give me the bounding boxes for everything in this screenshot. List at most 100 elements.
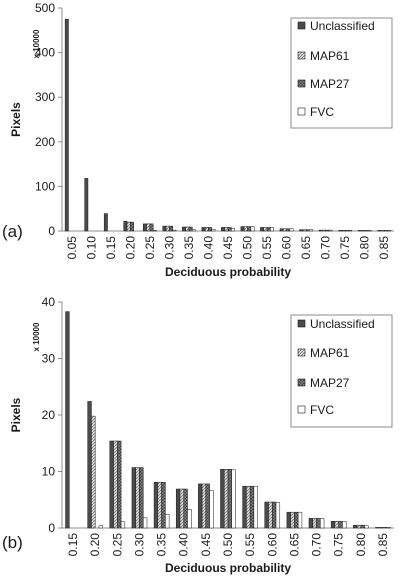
panel-label: (b) [2,533,23,552]
legend-box [290,17,393,129]
x-tick-label: 0.70 [310,533,324,557]
panel-label: (a) [2,222,23,241]
y-tick-label: 100 [35,179,55,193]
bar-map61 [113,440,118,529]
x-tick-label: 0.35 [182,236,196,260]
bar-map61 [204,227,209,232]
bar-map61 [378,527,384,529]
bar-map27 [272,501,277,529]
y-tick-label: 200 [35,135,55,149]
bar-unclassified [260,227,264,232]
bar-fvc [275,502,281,529]
bar-fvc [297,511,303,529]
bar-map27 [188,226,193,232]
y-tick-label: 0 [48,521,55,535]
bar-fvc [192,229,196,232]
bar-map27 [266,227,271,232]
legend-label-unclassified: Unclassified [310,19,375,33]
bar-fvc [386,527,391,529]
x-tick-label: 0.20 [88,533,102,557]
x-tick-label: 0.60 [265,533,279,557]
bar-unclassified [109,440,114,529]
y-tick-label: 400 [35,46,55,60]
bar-unclassified [330,520,336,529]
bar-map27 [305,229,310,232]
bar-unclassified [242,485,247,529]
bar-fvc [364,525,369,529]
bar-map61 [334,520,339,529]
bar-fvc [172,229,177,232]
bar-map61 [341,230,346,232]
bar-map61 [185,226,190,232]
bar-fvc [250,226,255,232]
bar-map27 [227,227,232,232]
x-tick-label: 0.15 [104,236,118,260]
y-tick-label: 0 [48,224,55,238]
x-tick-label: 0.25 [143,236,157,260]
x-tick-label: 0.55 [260,236,274,260]
legend-swatch-map61 [297,348,306,357]
bar-map61 [243,226,248,232]
bar-unclassified [338,230,343,232]
x-tick-label: 0.50 [221,533,235,557]
bar-map27 [316,518,321,529]
bar-unclassified [65,311,70,529]
legend: Unclassified MAP61 MAP27 FVC [290,314,393,428]
bar-map27 [364,230,369,232]
y-tick-label: 20 [42,408,56,422]
y-unit-label: x 10000 [32,29,41,58]
legend-swatch-map27 [297,378,306,387]
x-tick-label: 0.45 [221,236,235,260]
y-tick-label: 10 [42,465,56,479]
bar-fvc [348,230,353,232]
legend-label-map27: MAP27 [310,77,350,91]
bar-unclassified [131,467,136,529]
bar-unclassified [264,501,269,529]
x-axis-title: Deciduous probability [165,265,291,279]
legend-label-unclassified: Unclassified [310,317,375,331]
bar-map27 [130,221,134,232]
bar-map61 [283,228,287,232]
bar-unclassified [103,213,108,232]
bar-fvc [309,229,314,232]
x-tick-label: 0.15 [66,533,80,557]
x-tick-label: 0.45 [199,533,213,557]
bar-map61 [312,518,317,529]
x-tick-label: 0.35 [155,533,169,557]
legend-label-fvc: FVC [310,105,334,119]
bar-map27 [205,483,210,529]
bar-fvc [328,229,333,232]
x-tick-label: 0.85 [376,533,390,557]
legend-swatch-map61 [297,51,306,60]
x-tick-label: 0.80 [358,236,372,260]
bar-unclassified [353,524,358,529]
bar-map61 [361,230,365,232]
x-tick-label: 0.60 [280,236,294,260]
bar-fvc [231,228,235,232]
bar-map61 [223,468,229,529]
bar-map61 [302,229,307,232]
bar-unclassified [318,229,323,232]
y-tick-label: 300 [35,90,55,104]
y-tick-label: 30 [42,352,56,366]
bar-unclassified [220,468,225,529]
bar-map27 [360,524,365,529]
x-tick-label: 0.80 [354,533,368,557]
bar-fvc [187,509,192,529]
x-tick-label: 0.65 [287,533,301,557]
bar-map61 [322,229,326,232]
bar-map61 [380,230,385,232]
bar-map27 [294,511,299,529]
bar-fvc [253,485,258,529]
bar-fvc [142,517,148,529]
legend-box [290,314,393,428]
bar-unclassified [375,527,380,529]
legend-swatch-fvc [297,405,306,414]
bar-map27 [161,481,166,529]
bar-map27 [149,223,154,232]
bar-fvc [165,514,170,529]
bar-fvc [367,230,372,232]
y-axis-title: Pixels [9,397,23,432]
chart-panel-a: 0 100 200 300 400 500 0.05 0.10 0.15 0.20 0.25 0.30… [2,1,394,279]
